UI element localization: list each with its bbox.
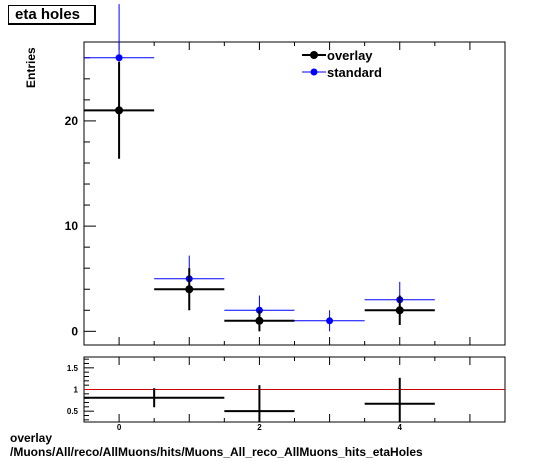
main-plot-border xyxy=(83,41,506,346)
main-y-tick-label: 10 xyxy=(65,219,79,233)
ratio-x-tick-label: 4 xyxy=(398,423,403,432)
histogram-title: eta holes xyxy=(8,5,96,25)
standard-point-marker xyxy=(115,54,123,62)
standard-point-marker xyxy=(326,317,334,325)
ratio-plot-ticks: 0 2 4 0.5 1 1.5 xyxy=(67,357,506,432)
main-plot-frame xyxy=(83,41,506,346)
ratio-y-tick-label: 0.5 xyxy=(67,407,79,416)
legend-standard-marker xyxy=(310,68,318,76)
ratio-y-tick-label: 1 xyxy=(74,386,79,395)
legend-standard-label: standard xyxy=(327,65,382,80)
overlay-point-marker xyxy=(115,106,124,115)
y-axis-label: Entries xyxy=(24,47,38,88)
legend-overlay-marker xyxy=(310,51,318,59)
main-y-tick-label: 0 xyxy=(71,324,78,338)
caption-line-1: overlay xyxy=(10,431,53,445)
overlay-point-marker xyxy=(255,316,264,325)
ratio-y-tick-label: 1.5 xyxy=(67,364,79,373)
main-y-tick-label: 20 xyxy=(65,114,79,128)
overlay-point-marker xyxy=(395,306,404,315)
legend: overlay standard xyxy=(302,48,382,80)
legend-overlay-label: overlay xyxy=(327,48,373,63)
ratio-x-tick-label: 0 xyxy=(117,423,122,432)
main-plot-series xyxy=(84,4,435,332)
overlay-point-marker xyxy=(185,285,194,294)
ratio-x-tick-label: 2 xyxy=(257,423,262,432)
caption-line-2: /Muons/All/reco/AllMuons/hits/Muons_All_… xyxy=(10,445,423,459)
main-plot-ticks: 0 10 20 xyxy=(65,42,506,345)
ratio-plot-series xyxy=(84,377,505,422)
